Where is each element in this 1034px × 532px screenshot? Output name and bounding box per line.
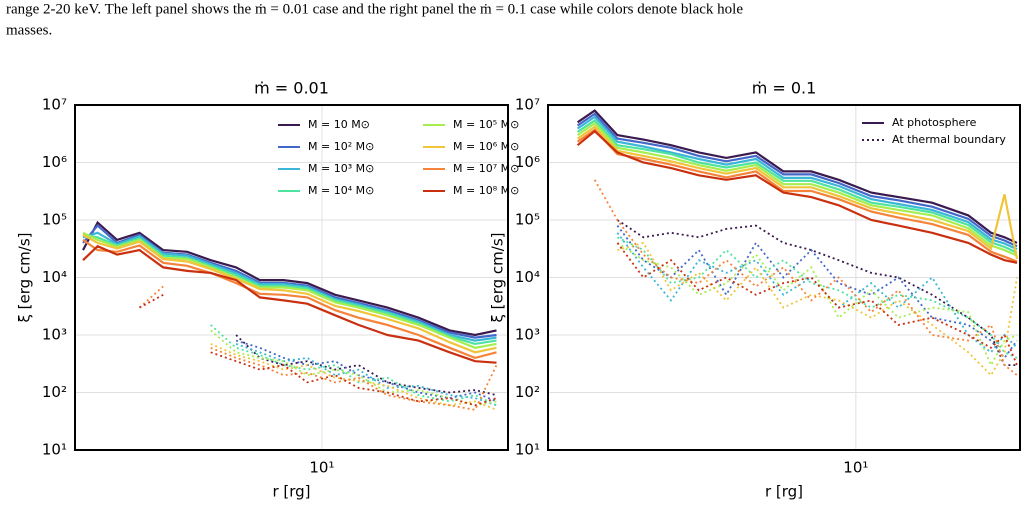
photosphere-line	[576, 112, 1018, 248]
thermal-line	[593, 179, 1018, 376]
y-tick-label: 10²	[42, 383, 67, 401]
chart-title: ṁ = 0.01	[254, 79, 329, 98]
thermal-line	[235, 334, 497, 396]
photosphere-line	[576, 109, 1018, 244]
photosphere-line	[82, 231, 497, 349]
photosphere-line	[82, 238, 497, 360]
photosphere-line	[82, 231, 497, 342]
x-axis-label: r [rg]	[272, 483, 310, 501]
legend-label: M = 10⁸ M⊙	[453, 184, 519, 197]
legend-label: M = 10 M⊙	[308, 118, 370, 131]
y-tick-label: 10³	[42, 326, 67, 344]
photosphere-line	[82, 244, 497, 364]
photosphere-line	[576, 121, 1018, 257]
legend-label: M = 10⁶ M⊙	[453, 140, 519, 153]
photosphere-line	[576, 128, 1018, 263]
photosphere-line	[82, 224, 497, 339]
y-tick-label: 10⁴	[515, 268, 540, 286]
photosphere-line	[576, 125, 1019, 260]
thermal-line	[616, 232, 1018, 354]
plot-frame	[547, 104, 1021, 451]
caption-line: range 2-20 keV. The left panel shows the…	[6, 1, 743, 17]
y-tick-label: 10³	[515, 326, 540, 344]
photosphere-line	[576, 129, 1018, 264]
legend-label: M = 10⁵ M⊙	[453, 118, 519, 131]
x-tick-label: 10¹	[309, 459, 334, 477]
legend-label: M = 10⁷ M⊙	[453, 162, 519, 175]
thermal-line	[616, 242, 1018, 366]
y-tick-label: 10²	[515, 383, 540, 401]
caption-line: masses.	[6, 22, 52, 38]
photosphere-line	[82, 233, 497, 346]
chart-title: ṁ = 0.1	[752, 79, 817, 98]
thermal-line	[138, 285, 498, 411]
legend-label: M = 10³ M⊙	[308, 162, 374, 175]
y-tick-label: 10⁶	[515, 153, 540, 171]
y-axis-label: ξ [erg cm/s]	[16, 233, 34, 323]
legend-label: M = 10⁴ M⊙	[308, 184, 374, 197]
legend-label: At thermal boundary	[892, 133, 1006, 146]
y-tick-label: 10⁶	[42, 153, 67, 171]
y-tick-label: 10⁷	[42, 96, 67, 114]
y-axis-label: ξ [erg cm/s]	[489, 233, 507, 323]
x-axis-label: r [rg]	[765, 483, 803, 501]
photosphere-line	[82, 220, 497, 337]
thermal-line	[210, 324, 497, 407]
y-tick-label: 10⁷	[515, 96, 540, 114]
legend-label: At photosphere	[892, 116, 977, 129]
thermal-line	[617, 236, 1018, 359]
thermal-line	[235, 343, 497, 407]
thermal-line	[616, 225, 1018, 360]
photosphere-line	[576, 118, 1018, 254]
thermal-line	[617, 241, 1018, 377]
legend-label: M = 10² M⊙	[308, 140, 374, 153]
x-tick-label: 10¹	[843, 459, 868, 477]
y-tick-label: 10¹	[515, 441, 540, 459]
y-tick-label: 10¹	[42, 441, 67, 459]
y-tick-label: 10⁵	[42, 211, 67, 229]
thermal-line	[616, 219, 1017, 366]
thermal-line	[616, 242, 1018, 368]
y-tick-label: 10⁵	[515, 211, 540, 229]
y-tick-label: 10⁴	[42, 268, 67, 286]
photosphere-line	[576, 115, 1018, 251]
photosphere-line	[82, 233, 497, 354]
plot-frame	[74, 104, 509, 451]
